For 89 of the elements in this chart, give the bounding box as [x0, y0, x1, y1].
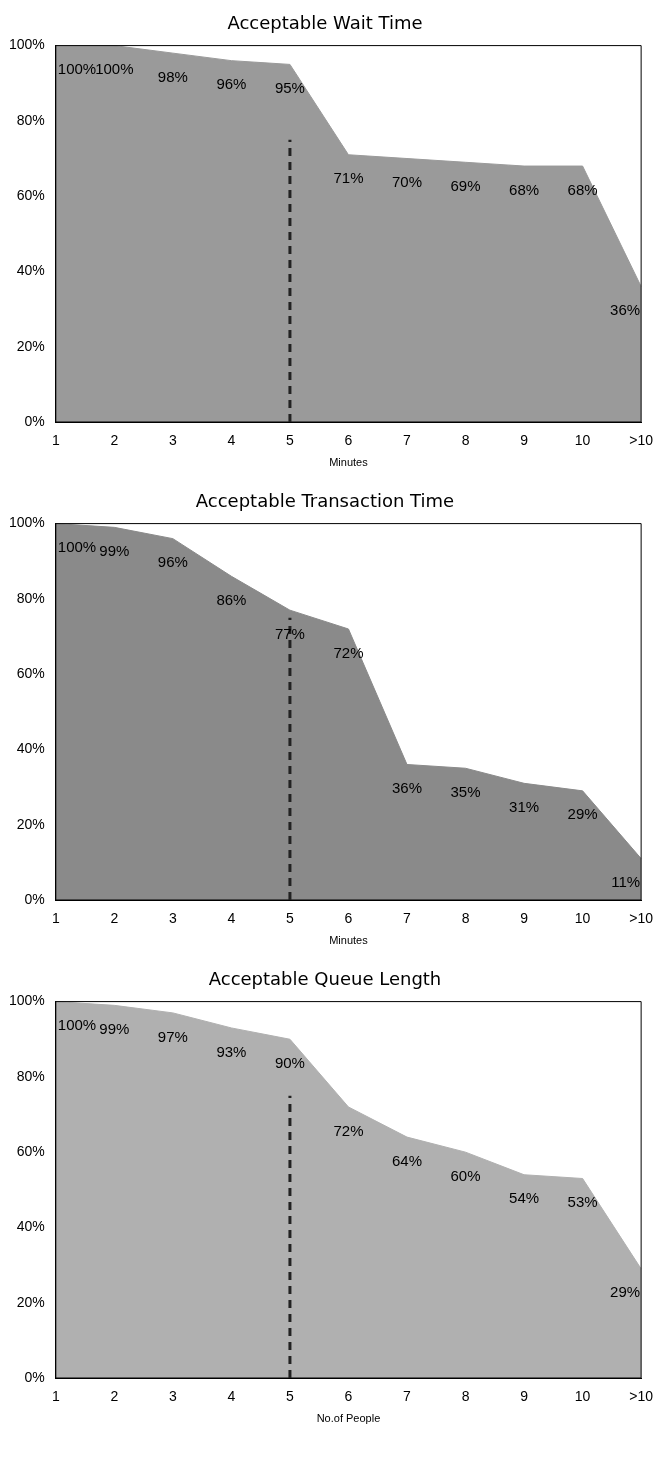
data-label: 100% — [57, 60, 97, 78]
x-tick-label: 2 — [110, 432, 119, 449]
x-tick-label: 10 — [574, 432, 591, 449]
x-tick-label: 6 — [344, 910, 353, 927]
data-label: 54% — [509, 1189, 540, 1207]
y-tick-label: 20% — [16, 815, 45, 832]
data-label: 93% — [216, 1042, 247, 1060]
data-label: 96% — [216, 75, 247, 93]
y-tick-label: 20% — [16, 337, 45, 354]
data-label: 29% — [567, 805, 598, 823]
x-axis-title: Minutes — [329, 456, 369, 469]
x-tick-label: 7 — [403, 1388, 412, 1405]
data-label: 95% — [274, 79, 305, 97]
chart-title: Acceptable Transaction Time — [195, 490, 455, 512]
x-tick-label: 9 — [520, 1388, 529, 1405]
data-label: 29% — [610, 1283, 641, 1301]
x-tick-label: 7 — [403, 432, 412, 449]
x-tick-label: >10 — [629, 432, 654, 449]
data-label: 68% — [567, 180, 598, 198]
x-tick-label: 6 — [344, 1388, 353, 1405]
y-tick-label: 60% — [16, 1143, 45, 1160]
y-tick-label: 80% — [16, 589, 45, 606]
data-label: 71% — [333, 169, 364, 187]
y-tick-label: 0% — [24, 1368, 45, 1385]
y-tick-label: 80% — [16, 1067, 45, 1084]
x-tick-label: 10 — [574, 1388, 591, 1405]
x-tick-label: 8 — [461, 910, 470, 927]
x-tick-label: 8 — [461, 1388, 470, 1405]
x-tick-label: 2 — [110, 1388, 119, 1405]
x-tick-label: 1 — [51, 1388, 60, 1405]
x-tick-label: 8 — [461, 432, 470, 449]
x-tick-label: 7 — [403, 910, 412, 927]
chart-title: Acceptable Queue Length — [208, 968, 442, 990]
x-axis-title: Minutes — [329, 934, 369, 947]
x-tick-label: 9 — [520, 432, 529, 449]
data-label: 68% — [509, 180, 540, 198]
y-tick-label: 100% — [8, 36, 45, 53]
x-tick-label: 4 — [227, 432, 236, 449]
data-label: 35% — [450, 782, 481, 800]
x-tick-label: >10 — [629, 1388, 654, 1405]
y-tick-label: 60% — [16, 187, 45, 204]
data-label: 99% — [99, 542, 130, 559]
x-tick-label: 4 — [227, 910, 236, 927]
y-tick-label: 0% — [24, 890, 45, 907]
x-tick-label: 10 — [574, 910, 591, 927]
x-tick-label: 5 — [286, 910, 295, 927]
data-label: 90% — [274, 1053, 305, 1071]
data-label: 97% — [157, 1027, 188, 1045]
x-tick-label: 1 — [51, 910, 60, 927]
x-tick-label: 1 — [51, 432, 60, 449]
y-tick-label: 60% — [16, 665, 45, 682]
x-tick-label: 5 — [286, 1388, 295, 1405]
data-label: 69% — [450, 176, 481, 194]
x-tick-label: 9 — [520, 910, 529, 927]
x-tick-label: 3 — [168, 432, 177, 449]
y-tick-label: 100% — [8, 514, 45, 531]
y-tick-label: 100% — [8, 992, 45, 1009]
data-label: 60% — [450, 1166, 481, 1184]
data-label: 100% — [57, 538, 97, 556]
data-label: 31% — [509, 797, 540, 815]
data-label: 11% — [611, 873, 641, 891]
y-tick-label: 40% — [16, 262, 45, 279]
data-label: 86% — [216, 590, 247, 608]
y-tick-label: 40% — [16, 1218, 45, 1235]
data-label: 64% — [391, 1151, 423, 1169]
data-label: 98% — [157, 67, 188, 85]
data-label: 99% — [99, 1020, 130, 1037]
data-label: 36% — [610, 301, 641, 319]
data-label: 70% — [391, 173, 423, 191]
data-label: 96% — [157, 553, 188, 571]
x-tick-label: 6 — [344, 432, 353, 449]
x-tick-label: 2 — [110, 910, 119, 927]
x-tick-label: 3 — [168, 1388, 177, 1405]
x-axis-title: No.of People — [316, 1412, 381, 1425]
data-label: 77% — [274, 624, 305, 642]
data-label: 100% — [95, 60, 134, 78]
x-tick-label: 3 — [168, 910, 177, 927]
y-tick-label: 40% — [16, 740, 45, 757]
data-label: 53% — [567, 1193, 598, 1211]
chart-title: Acceptable Wait Time — [227, 12, 423, 34]
x-tick-label: 4 — [227, 1388, 236, 1405]
y-tick-label: 0% — [24, 412, 45, 429]
data-label: 72% — [333, 1121, 364, 1139]
data-label: 100% — [57, 1016, 97, 1034]
x-tick-label: >10 — [629, 910, 654, 927]
y-tick-label: 20% — [16, 1293, 45, 1310]
y-tick-label: 80% — [16, 111, 45, 128]
x-tick-label: 5 — [286, 432, 295, 449]
data-label: 36% — [391, 779, 423, 797]
